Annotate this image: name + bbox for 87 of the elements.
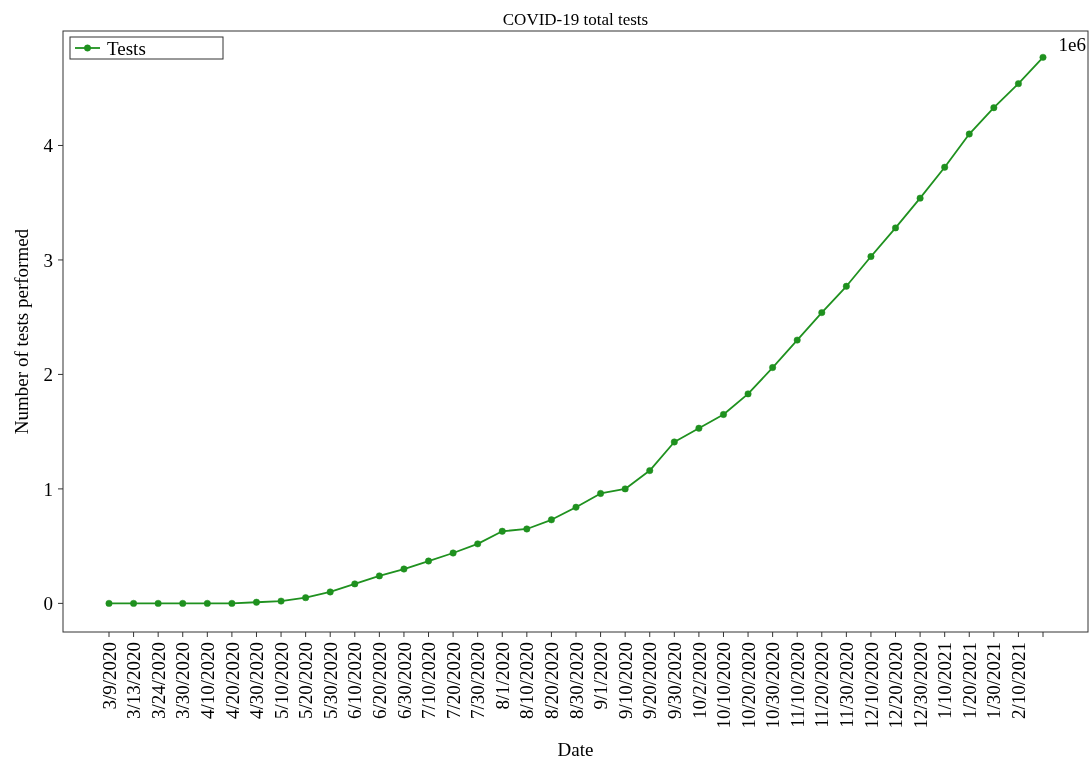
point (474, 540, 482, 548)
point (277, 597, 285, 605)
point (302, 594, 310, 602)
x-tick-label: 6/10/2020 (344, 642, 366, 720)
x-tick-label: 9/10/2020 (614, 642, 636, 720)
x-tick-label: 3/24/2020 (147, 642, 169, 720)
x-tick-label: 3/13/2020 (123, 642, 145, 720)
point (105, 599, 113, 607)
point (326, 588, 334, 596)
chart-title: COVID-19 total tests (502, 10, 649, 29)
x-axis-title: Date (557, 739, 594, 760)
y-tick-label: 2 (43, 364, 53, 386)
point (990, 104, 998, 112)
legend-label: Tests (107, 37, 146, 59)
point (351, 580, 359, 588)
x-tick-label: 7/10/2020 (418, 642, 440, 720)
point (597, 490, 605, 497)
point (253, 598, 260, 606)
x-tick-label: 6/30/2020 (393, 642, 415, 720)
x-tick-label: 1/10/2021 (934, 642, 956, 720)
x-tick-label: 11/30/2020 (836, 642, 858, 728)
point (744, 390, 752, 398)
x-tick-label: 4/10/2020 (196, 642, 218, 720)
x-tick-label: 1/20/2021 (958, 642, 980, 720)
x-tick-label: 11/10/2020 (786, 642, 808, 728)
x-tick-label: 10/10/2020 (713, 642, 735, 729)
point (375, 572, 383, 580)
point (523, 525, 531, 533)
point (1039, 53, 1047, 61)
point (498, 527, 506, 535)
point (547, 516, 555, 524)
x-tick-label: 3/9/2020 (98, 642, 120, 710)
text: 1e6 (1058, 34, 1086, 55)
x-tick-label: 5/10/2020 (270, 642, 292, 720)
point (179, 599, 187, 607)
point (228, 599, 236, 607)
y-tick-label: 3 (43, 249, 53, 271)
point (670, 438, 678, 446)
x-tick-label: 1/30/2021 (983, 642, 1005, 720)
x-tick-label: 11/20/2020 (811, 642, 833, 728)
x-tick-label: 4/30/2020 (246, 642, 268, 720)
point (793, 336, 801, 344)
x-tick-label: 6/20/2020 (369, 642, 391, 720)
x-tick-label: 7/20/2020 (442, 642, 464, 720)
x-tick-label: 8/30/2020 (565, 642, 587, 720)
point (769, 364, 777, 372)
point (449, 549, 457, 557)
point (941, 163, 949, 171)
point (130, 599, 138, 607)
point (842, 282, 850, 290)
x-tick-label: 4/20/2020 (221, 642, 243, 720)
x-tick-label: 2/10/2021 (1008, 642, 1030, 720)
point (425, 557, 432, 565)
y-tick-label: 1 (43, 478, 53, 500)
x-tick-label: 12/30/2020 (909, 642, 931, 729)
point (695, 424, 703, 432)
point (965, 130, 973, 138)
point (818, 309, 826, 317)
x-tick-label: 8/1/2020 (491, 642, 513, 710)
point (867, 253, 875, 260)
point (916, 194, 924, 202)
x-tick-label: 7/30/2020 (467, 642, 489, 720)
point (154, 599, 162, 607)
y-axis-title: Number of tests performed (11, 228, 32, 435)
y-tick-label: 4 (43, 135, 54, 157)
point (203, 599, 211, 607)
x-tick-label: 5/30/2020 (319, 642, 341, 720)
x-tick-label: 5/20/2020 (295, 642, 317, 720)
x-tick-label: 9/30/2020 (663, 642, 685, 720)
point (892, 224, 899, 232)
y-tick-label: 0 (43, 593, 53, 615)
point (646, 467, 654, 475)
point (621, 485, 629, 493)
x-tick-label: 9/1/2020 (590, 642, 612, 710)
x-tick-label: 10/30/2020 (762, 642, 784, 729)
x-tick-label: 10/2/2020 (688, 642, 710, 720)
x-tick-label: 3/30/2020 (172, 642, 194, 720)
point (572, 503, 580, 511)
x-tick-label: 8/10/2020 (516, 642, 538, 720)
x-tick-label: 12/20/2020 (885, 642, 907, 729)
x-tick-label: 8/20/2020 (541, 642, 563, 720)
x-tick-label: 10/20/2020 (737, 642, 759, 729)
point (400, 565, 408, 573)
x-tick-label: 9/20/2020 (639, 642, 661, 720)
x-tick-label: 12/10/2020 (860, 642, 882, 729)
point (720, 411, 727, 418)
point (1014, 80, 1022, 88)
